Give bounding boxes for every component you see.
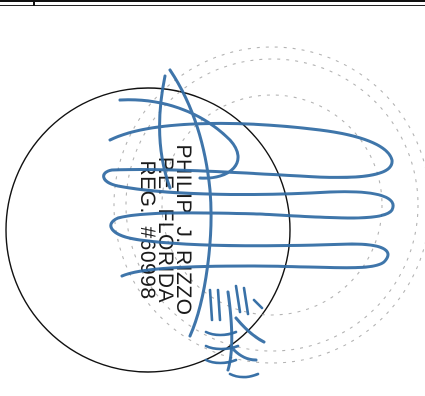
top-border-line-secondary [0,5,425,6]
embossed-ring [113,46,425,364]
seal-circle [5,87,291,373]
top-border-tick [33,0,35,6]
top-border-line [0,0,425,2]
